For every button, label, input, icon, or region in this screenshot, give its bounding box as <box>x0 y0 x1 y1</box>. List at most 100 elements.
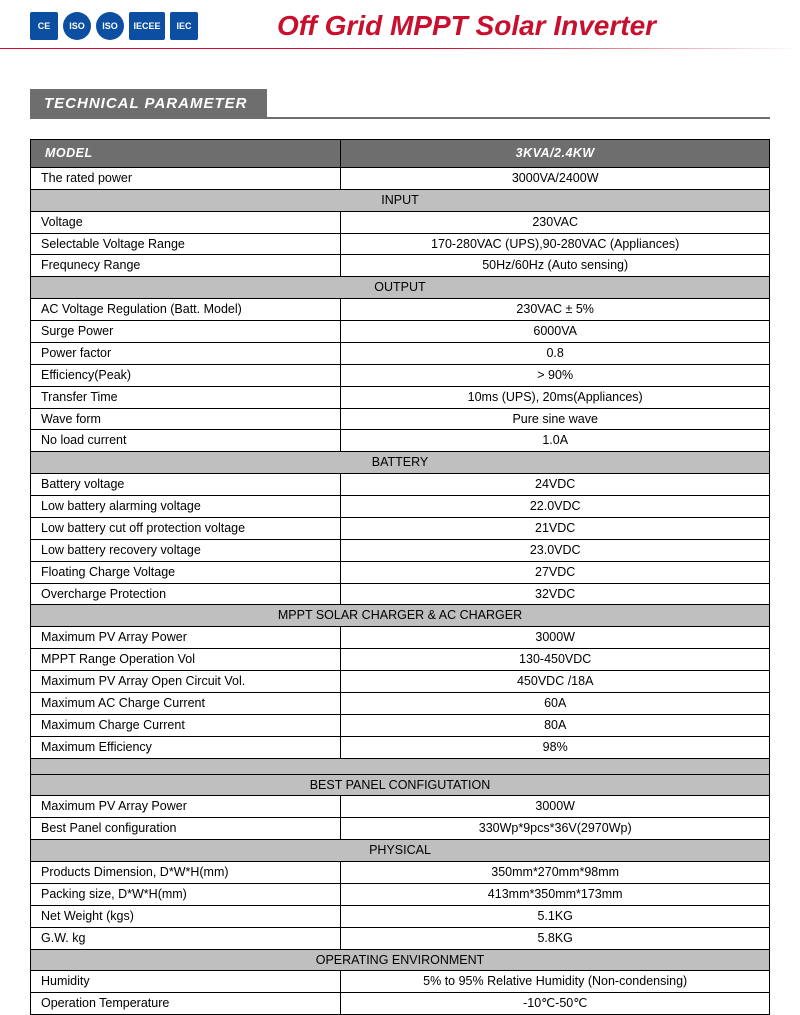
spec-value: 0.8 <box>341 342 770 364</box>
section-row: OUTPUT <box>31 277 770 299</box>
spec-value: 330Wp*9pcs*36V(2970Wp) <box>341 818 770 840</box>
spec-value: -10℃-50℃ <box>341 993 770 1015</box>
page-title: Off Grid MPPT Solar Inverter <box>203 10 770 42</box>
section-row: BEST PANEL CONFIGUTATION <box>31 774 770 796</box>
header-underline <box>0 48 800 49</box>
table-row: Operation Temperature-10℃-50℃ <box>31 993 770 1015</box>
cert-badge-iso-2: ISO <box>96 12 124 40</box>
section-row: OPERATING ENVIRONMENT <box>31 949 770 971</box>
table-row: Overcharge Protection32VDC <box>31 583 770 605</box>
spec-value: 80A <box>341 714 770 736</box>
section-header-cell: BEST PANEL CONFIGUTATION <box>31 774 770 796</box>
spec-label: Low battery cut off protection voltage <box>31 517 341 539</box>
spec-value: 50Hz/60Hz (Auto sensing) <box>341 255 770 277</box>
spec-label: Low battery alarming voltage <box>31 496 341 518</box>
spec-label: AC Voltage Regulation (Batt. Model) <box>31 299 341 321</box>
spec-label: Wave form <box>31 408 341 430</box>
model-header-value: 3KVA/2.4KW <box>341 140 770 168</box>
spec-value: 22.0VDC <box>341 496 770 518</box>
section-header-cell: PHYSICAL <box>31 840 770 862</box>
spec-label: Products Dimension, D*W*H(mm) <box>31 862 341 884</box>
table-row: AC Voltage Regulation (Batt. Model)230VA… <box>31 299 770 321</box>
spec-label: Surge Power <box>31 321 341 343</box>
table-row: Efficiency(Peak)> 90% <box>31 364 770 386</box>
model-header-label: MODEL <box>31 140 341 168</box>
cert-badge-ce: CE <box>30 12 58 40</box>
spec-label: Maximum PV Array Open Circuit Vol. <box>31 671 341 693</box>
table-row: Maximum PV Array Power3000W <box>31 627 770 649</box>
section-header-cell: OPERATING ENVIRONMENT <box>31 949 770 971</box>
spec-label: Overcharge Protection <box>31 583 341 605</box>
spec-label: Selectable Voltage Range <box>31 233 341 255</box>
spec-value: 60A <box>341 692 770 714</box>
spec-value: 413mm*350mm*173mm <box>341 883 770 905</box>
spec-value: 130-450VDC <box>341 649 770 671</box>
header: CE ISO ISO IECEE IEC Off Grid MPPT Solar… <box>0 0 800 48</box>
spec-label: Maximum AC Charge Current <box>31 692 341 714</box>
table-row: Selectable Voltage Range170-280VAC (UPS)… <box>31 233 770 255</box>
spec-label: The rated power <box>31 167 341 189</box>
table-row: Best Panel configuration330Wp*9pcs*36V(2… <box>31 818 770 840</box>
table-row: Surge Power6000VA <box>31 321 770 343</box>
spec-value: 450VDC /18A <box>341 671 770 693</box>
spec-value: 3000VA/2400W <box>341 167 770 189</box>
table-row: Maximum AC Charge Current60A <box>31 692 770 714</box>
spec-label: Packing size, D*W*H(mm) <box>31 883 341 905</box>
spec-label: Efficiency(Peak) <box>31 364 341 386</box>
table-row: Transfer Time10ms (UPS), 20ms(Appliances… <box>31 386 770 408</box>
table-row: Products Dimension, D*W*H(mm)350mm*270mm… <box>31 862 770 884</box>
spec-value: 230VAC ± 5% <box>341 299 770 321</box>
section-header-cell: OUTPUT <box>31 277 770 299</box>
spec-label: Voltage <box>31 211 341 233</box>
table-row: Battery voltage24VDC <box>31 474 770 496</box>
table-row: Net Weight (kgs)5.1KG <box>31 905 770 927</box>
table-row: Maximum PV Array Power3000W <box>31 796 770 818</box>
spec-value: 5% to 95% Relative Humidity (Non-condens… <box>341 971 770 993</box>
section-header-cell: INPUT <box>31 189 770 211</box>
spec-value: 10ms (UPS), 20ms(Appliances) <box>341 386 770 408</box>
spec-value: 6000VA <box>341 321 770 343</box>
table-row: Frequnecy Range50Hz/60Hz (Auto sensing) <box>31 255 770 277</box>
blank-row <box>31 758 770 774</box>
spec-value: 1.0A <box>341 430 770 452</box>
spec-table: MODEL3KVA/2.4KWThe rated power3000VA/240… <box>30 139 770 1015</box>
table-row: MPPT Range Operation Vol130-450VDC <box>31 649 770 671</box>
spec-value: 170-280VAC (UPS),90-280VAC (Appliances) <box>341 233 770 255</box>
spec-value: 5.8KG <box>341 927 770 949</box>
table-row: Humidity5% to 95% Relative Humidity (Non… <box>31 971 770 993</box>
section-header-cell: BATTERY <box>31 452 770 474</box>
spec-label: Battery voltage <box>31 474 341 496</box>
cert-badge-iso-1: ISO <box>63 12 91 40</box>
spec-value: 98% <box>341 736 770 758</box>
table-row: Floating Charge Voltage27VDC <box>31 561 770 583</box>
table-row: Wave formPure sine wave <box>31 408 770 430</box>
table-header-row: MODEL3KVA/2.4KW <box>31 140 770 168</box>
spec-value: > 90% <box>341 364 770 386</box>
spec-value: 3000W <box>341 796 770 818</box>
table-row: Power factor0.8 <box>31 342 770 364</box>
cert-badge-iec: IEC <box>170 12 198 40</box>
table-row: Low battery alarming voltage22.0VDC <box>31 496 770 518</box>
section-header-cell: MPPT SOLAR CHARGER & AC CHARGER <box>31 605 770 627</box>
spec-label: Maximum PV Array Power <box>31 796 341 818</box>
spec-value: 27VDC <box>341 561 770 583</box>
section-title-bar: TECHNICAL PARAMETER <box>30 89 770 119</box>
table-row: G.W. kg5.8KG <box>31 927 770 949</box>
table-row: Low battery cut off protection voltage21… <box>31 517 770 539</box>
spec-value: 32VDC <box>341 583 770 605</box>
spec-label: Low battery recovery voltage <box>31 539 341 561</box>
table-row: The rated power3000VA/2400W <box>31 167 770 189</box>
table-row: Packing size, D*W*H(mm)413mm*350mm*173mm <box>31 883 770 905</box>
spec-value: 3000W <box>341 627 770 649</box>
cert-badge-iecee: IECEE <box>129 12 165 40</box>
spec-label: Transfer Time <box>31 386 341 408</box>
spec-label: No load current <box>31 430 341 452</box>
section-row: INPUT <box>31 189 770 211</box>
section-header-cell <box>31 758 770 774</box>
table-row: Maximum PV Array Open Circuit Vol.450VDC… <box>31 671 770 693</box>
table-row: Voltage230VAC <box>31 211 770 233</box>
table-row: Maximum Efficiency98% <box>31 736 770 758</box>
spec-value: Pure sine wave <box>341 408 770 430</box>
section-row: BATTERY <box>31 452 770 474</box>
spec-label: Floating Charge Voltage <box>31 561 341 583</box>
